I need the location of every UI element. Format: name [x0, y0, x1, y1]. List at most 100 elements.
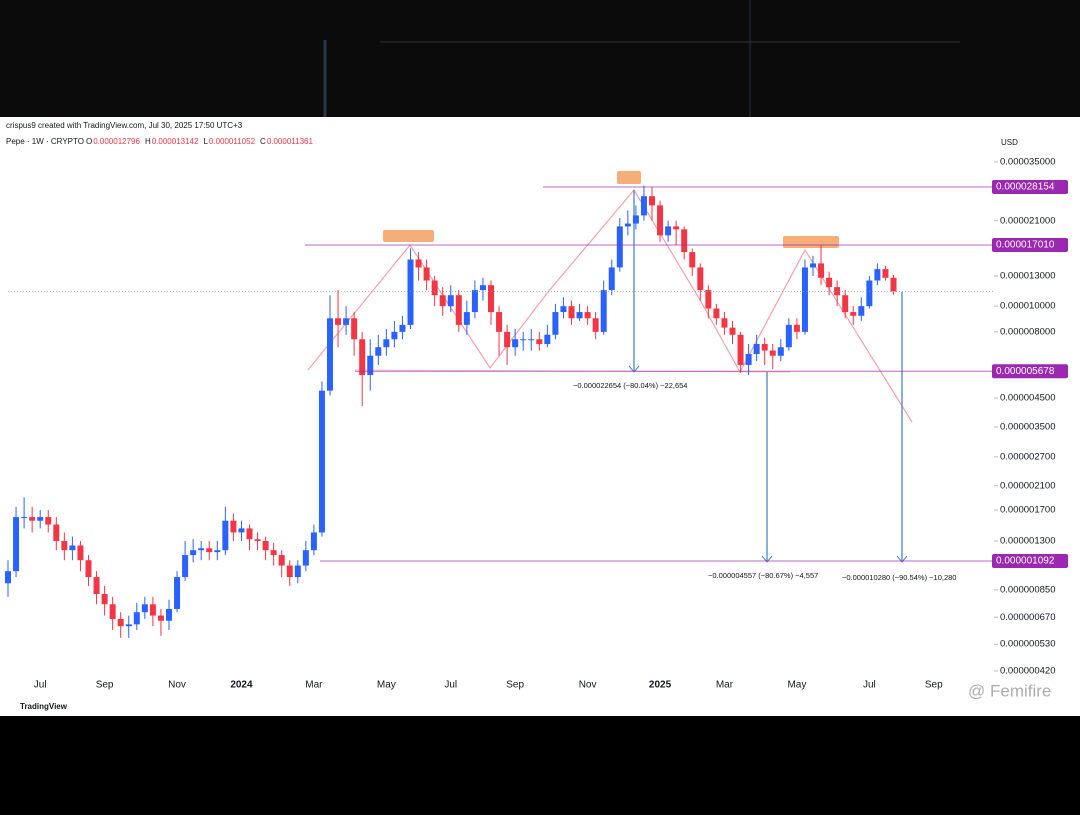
x-tick-label: May	[377, 680, 396, 691]
candle-body	[270, 550, 277, 556]
candle-body	[182, 555, 189, 578]
candle-body	[810, 263, 816, 268]
candle-body	[117, 618, 124, 627]
y-tick-label: 0.000000670	[1000, 612, 1055, 623]
candle-body	[818, 263, 825, 278]
y-tick-label: 0.000000850	[1000, 584, 1055, 595]
arrow-head	[628, 365, 640, 373]
measure-label: −0.000004557 (−80.67%) −4,557	[708, 571, 818, 580]
candle-body	[793, 324, 800, 332]
candle-body	[624, 223, 631, 227]
candle-body	[310, 532, 317, 551]
y-tick-label: 0.000000420	[1000, 666, 1055, 677]
y-tick-label: 0.000002700	[1000, 451, 1055, 462]
candle-body	[721, 318, 728, 328]
candle-body	[657, 205, 664, 236]
candle-body	[850, 312, 857, 316]
ohlc-label: H	[145, 137, 151, 146]
candle-body	[238, 528, 245, 533]
candle-body	[544, 334, 551, 344]
candle-body	[520, 339, 527, 341]
candle-body	[777, 347, 784, 356]
y-tick-label: 0.000013000	[1000, 270, 1055, 281]
candle-body	[286, 565, 293, 578]
candle-body	[198, 548, 205, 551]
candle-body	[222, 520, 229, 551]
candle-body	[479, 285, 486, 291]
candle-body	[504, 331, 511, 348]
candle-body	[560, 306, 567, 313]
candle-body	[214, 550, 221, 553]
candle-body	[737, 334, 744, 365]
candle-body	[616, 226, 623, 268]
candle-body	[157, 615, 164, 621]
candle-body	[681, 229, 688, 253]
candle-body	[536, 339, 543, 344]
candle-body	[697, 267, 704, 291]
candle-body	[705, 290, 712, 309]
candle-body	[149, 604, 156, 616]
candle-body	[230, 520, 237, 533]
x-tick-label: 2024	[230, 680, 253, 691]
candle-body	[673, 226, 680, 230]
candle-body	[318, 390, 325, 533]
ohlc-label: O	[86, 137, 92, 146]
y-tick-label: 0.000021000	[1000, 215, 1055, 226]
x-tick-label: Nov	[579, 680, 597, 691]
candle-body	[834, 287, 841, 296]
candle-body	[262, 540, 269, 551]
ohlc-value: 0.000013142	[152, 137, 199, 146]
candle-body	[600, 290, 607, 332]
candle-body	[133, 612, 140, 625]
y-tick-label: 0.000010000	[1000, 301, 1055, 312]
candle-body	[367, 355, 374, 375]
candle-body	[5, 571, 11, 584]
candle-body	[335, 318, 342, 325]
candle-body	[190, 550, 197, 556]
candle-body	[785, 324, 792, 348]
candle-body	[874, 269, 881, 281]
candle-body	[294, 565, 301, 578]
arrow-head	[896, 555, 908, 563]
x-tick-label: May	[787, 680, 806, 691]
candle-body	[109, 604, 116, 619]
candle-body	[431, 280, 438, 296]
candle-body	[447, 295, 454, 307]
candle-body	[125, 624, 132, 627]
candle-body	[174, 577, 181, 609]
level-label: 0.000017010	[996, 240, 1055, 251]
candle-body	[632, 215, 639, 224]
plot: 0.000035000 0.000021000 0.000013000 0.00001…	[5, 157, 1068, 691]
y-tick-label: 0.000004500	[1000, 393, 1055, 404]
x-tick-label: 2025	[649, 680, 672, 691]
y-tick-label: 0.000003500	[1000, 422, 1055, 433]
blurred-strip	[0, 0, 1080, 117]
x-tick-label: Jul	[444, 680, 457, 691]
candle-body	[278, 555, 285, 566]
candle-body	[769, 350, 776, 356]
candle-body	[592, 318, 599, 332]
candle-body	[528, 339, 535, 341]
candle-body	[206, 548, 213, 553]
ohlc-value: 0.000011052	[209, 137, 256, 146]
candle-body	[53, 524, 60, 541]
highlight	[783, 236, 839, 248]
candle-body	[640, 196, 647, 216]
candle-body	[399, 324, 406, 332]
candle-body	[689, 252, 696, 268]
level-tag	[992, 364, 1068, 379]
measure-label: −0.000010280 (−90.54%) −10,280	[842, 573, 956, 582]
candle-body	[576, 312, 583, 319]
level-tag	[992, 180, 1068, 195]
level-label: 0.000001092	[996, 556, 1055, 567]
credit: crispus9 created with TradingView.com, J…	[6, 121, 243, 130]
candle-body	[415, 259, 422, 268]
arrow-head	[761, 555, 773, 563]
candle-body	[375, 347, 382, 356]
candle-body	[141, 604, 148, 613]
candle-body	[343, 318, 350, 325]
candle-body	[488, 285, 494, 313]
candle-body	[439, 295, 446, 307]
x-tick-label: Sep	[925, 680, 943, 691]
